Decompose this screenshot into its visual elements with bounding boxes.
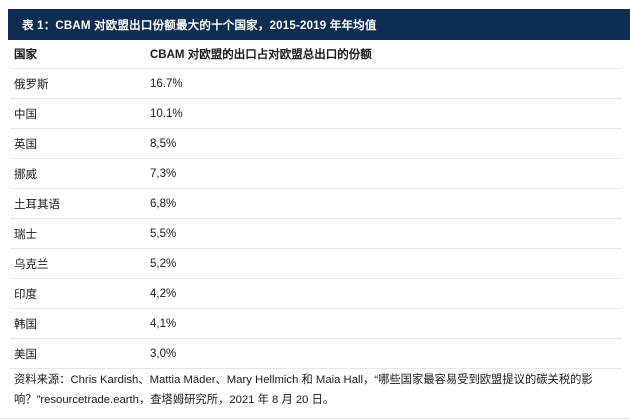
- table-row: 韩国 4,1%: [10, 308, 622, 339]
- table-row: 乌克兰 5,2%: [10, 248, 622, 279]
- cell-country: 乌克兰: [10, 248, 150, 279]
- cell-country: 韩国: [10, 308, 150, 339]
- table-row: 瑞士 5,5%: [10, 218, 622, 249]
- table-header-row: 国家 CBAM 对欧盟的出口占对欧盟总出口的份额: [10, 40, 622, 69]
- figure-title: 表 1：CBAM 对欧盟出口份额最大的十个国家，2015-2019 年年均值: [22, 19, 377, 32]
- cell-country: 美国: [10, 338, 150, 369]
- table-header: 国家 CBAM 对欧盟的出口占对欧盟总出口的份额: [10, 40, 622, 69]
- figure-title-bar: 表 1：CBAM 对欧盟出口份额最大的十个国家，2015-2019 年年均值: [8, 9, 630, 40]
- table-row: 土耳其语 6,8%: [10, 188, 622, 219]
- source-note: 资料来源：Chris Kardish、Mattia Mäder、Mary Hel…: [14, 374, 593, 406]
- cell-country: 英国: [10, 128, 150, 159]
- cell-share: 4,2%: [150, 278, 622, 309]
- column-header-country: 国家: [10, 40, 150, 69]
- table-row: 印度 4,2%: [10, 278, 622, 309]
- cell-share: 4,1%: [150, 308, 622, 339]
- cell-country: 瑞士: [10, 218, 150, 249]
- table-row: 美国 3,0%: [10, 338, 622, 369]
- table-row: 英国 8,5%: [10, 128, 622, 159]
- table-row: 俄罗斯 16.7%: [10, 68, 622, 99]
- table-row: 挪威 7,3%: [10, 158, 622, 189]
- table-row: 中国 10.1%: [10, 98, 622, 129]
- cell-share: 7,3%: [150, 158, 622, 189]
- cell-country: 印度: [10, 278, 150, 309]
- cell-share: 10.1%: [150, 98, 622, 129]
- cell-country: 挪威: [10, 158, 150, 189]
- cell-share: 8,5%: [150, 128, 622, 159]
- cell-country: 俄罗斯: [10, 68, 150, 99]
- cell-share: 5,2%: [150, 248, 622, 279]
- cell-share: 5,5%: [150, 218, 622, 249]
- cell-country: 土耳其语: [10, 188, 150, 219]
- cell-share: 3,0%: [150, 338, 622, 369]
- cell-share: 16.7%: [150, 68, 622, 99]
- table-body: 俄罗斯 16.7% 中国 10.1% 英国 8,5% 挪威 7,3% 土耳其语 6,8% 瑞士 5,5…: [10, 68, 622, 369]
- cell-country: 中国: [10, 98, 150, 129]
- data-table: 国家 CBAM 对欧盟的出口占对欧盟总出口的份额 俄罗斯 16.7% 中国 10.1%…: [10, 40, 622, 369]
- cell-share: 6,8%: [150, 188, 622, 219]
- column-header-share: CBAM 对欧盟的出口占对欧盟总出口的份额: [150, 40, 622, 69]
